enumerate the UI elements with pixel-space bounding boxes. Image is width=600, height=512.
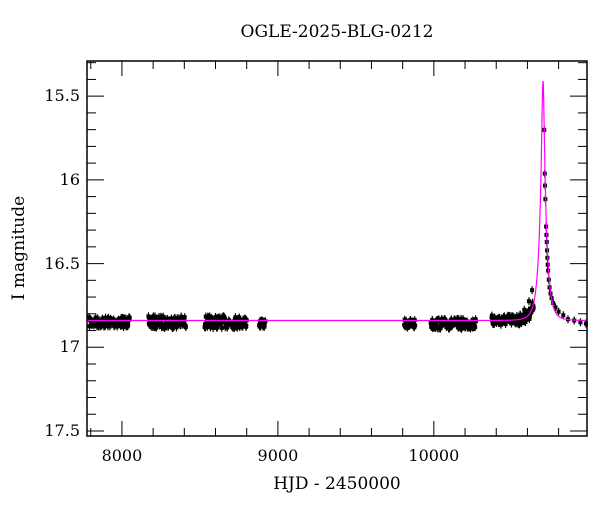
model-curve	[87, 81, 587, 322]
x-tick-label: 9000	[257, 446, 299, 465]
y-tick-label: 17	[59, 337, 80, 357]
plot-frame	[86, 60, 588, 437]
x-axis-label: HJD - 2450000	[273, 474, 401, 494]
y-tick-label: 16	[59, 169, 80, 189]
photometry-points	[87, 125, 588, 333]
chart-title: OGLE-2025-BLG-0212	[240, 22, 434, 42]
x-tick-label: 8000	[101, 446, 143, 465]
y-tick-label: 15.5	[44, 86, 80, 106]
axis-ticks	[87, 61, 587, 436]
y-tick-label: 16.5	[44, 253, 80, 273]
y-tick-label: 17.5	[44, 420, 80, 440]
x-tick-label: 10000	[408, 446, 460, 465]
